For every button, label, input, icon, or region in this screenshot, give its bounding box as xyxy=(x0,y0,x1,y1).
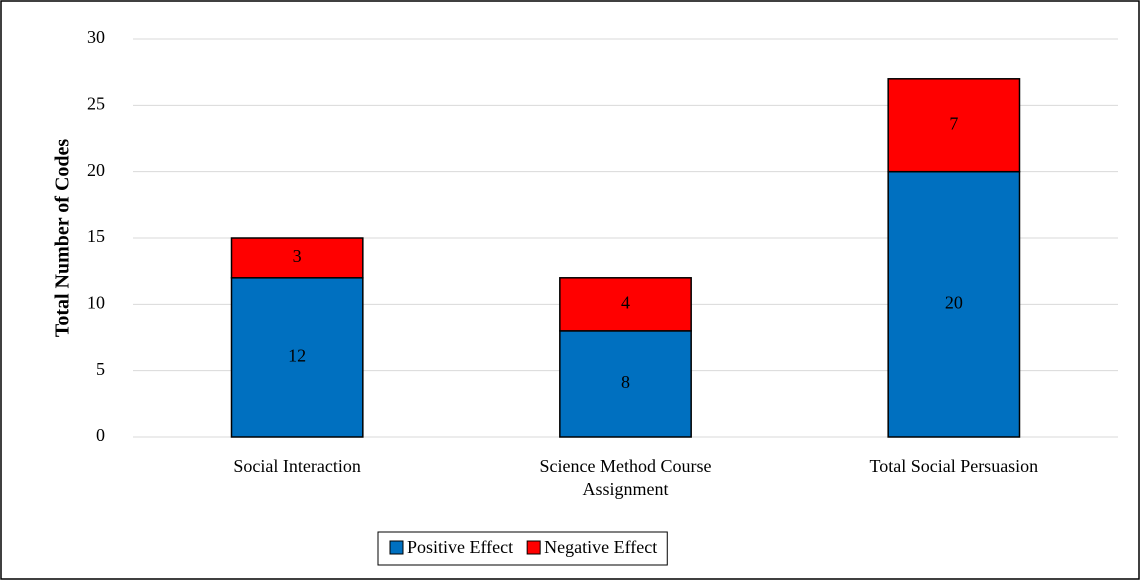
y-tick-label: 5 xyxy=(96,359,105,379)
data-label: 3 xyxy=(293,246,302,266)
legend-label: Negative Effect xyxy=(544,537,657,557)
data-label: 4 xyxy=(621,292,630,312)
legend-label: Positive Effect xyxy=(407,537,513,557)
data-label: 12 xyxy=(288,346,306,366)
x-tick-label: Science Method Course Assignment xyxy=(539,456,712,499)
data-label: 8 xyxy=(621,372,630,392)
bar-segment xyxy=(887,78,1021,173)
data-label: 7 xyxy=(949,113,958,133)
legend-swatch xyxy=(526,540,541,555)
bar-segment xyxy=(230,237,364,279)
y-tick-label: 15 xyxy=(87,226,105,246)
y-tick-label: 10 xyxy=(87,292,105,312)
bar-segment xyxy=(559,277,692,332)
y-axis-label: Total Number of Codes xyxy=(52,139,74,338)
data-label: 20 xyxy=(945,292,963,312)
x-tick-label: Social Interaction xyxy=(233,456,361,476)
y-tick-label: 25 xyxy=(87,93,105,113)
y-tick-label: 30 xyxy=(87,27,105,47)
x-tick-label: Total Social Persuasion xyxy=(869,456,1039,476)
y-tick-label: 20 xyxy=(87,160,105,180)
legend-box xyxy=(377,531,668,566)
y-tick-label: 0 xyxy=(96,425,105,445)
bar-segment xyxy=(887,170,1021,438)
legend-swatch xyxy=(389,540,404,555)
bar-segment xyxy=(230,277,364,438)
